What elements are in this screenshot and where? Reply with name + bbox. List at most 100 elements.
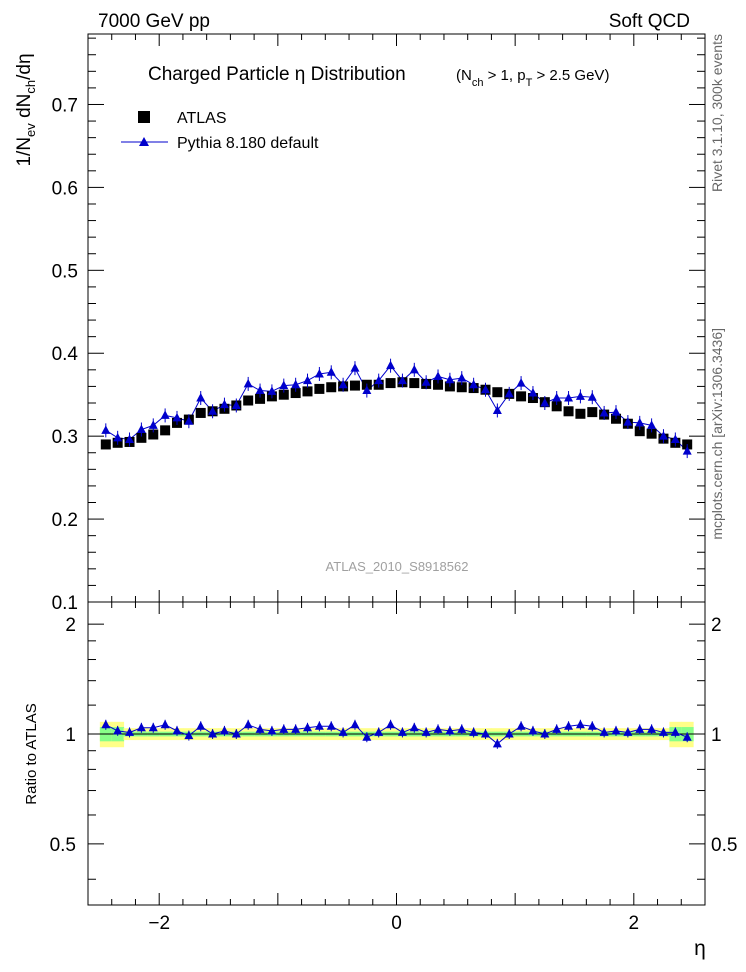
pythia-point bbox=[540, 397, 550, 407]
pythia-point bbox=[291, 379, 301, 389]
legend-pythia-label: Pythia 8.180 default bbox=[177, 135, 319, 152]
pythia-point bbox=[504, 388, 514, 398]
atlas-point bbox=[575, 408, 586, 419]
y-tick-label: 0.2 bbox=[52, 510, 78, 531]
ratio-point bbox=[374, 727, 384, 736]
ratio-y-axis-label: Ratio to ATLAS bbox=[23, 703, 40, 804]
pythia-point bbox=[243, 378, 253, 388]
atlas-point bbox=[160, 425, 171, 436]
pythia-point bbox=[421, 377, 431, 386]
pythia-point bbox=[409, 364, 419, 374]
ratio-point bbox=[457, 724, 467, 733]
pythia-point bbox=[599, 407, 609, 417]
atlas-point bbox=[195, 407, 206, 418]
pythia-point bbox=[231, 400, 241, 409]
pythia-point bbox=[314, 368, 324, 378]
pythia-point bbox=[564, 393, 574, 402]
atlas-point bbox=[314, 383, 325, 394]
y-tick-label: 0.1 bbox=[52, 593, 78, 614]
pythia-point bbox=[611, 407, 621, 416]
atlas-point bbox=[587, 407, 598, 418]
atlas-point bbox=[243, 395, 254, 406]
ratio-point bbox=[682, 732, 692, 741]
pythia-point bbox=[113, 432, 123, 442]
ratio-point bbox=[397, 727, 407, 736]
ratio-tick-label-right: 1 bbox=[711, 725, 722, 746]
ratio-point bbox=[267, 725, 277, 735]
pythia-point bbox=[433, 371, 443, 380]
ratio-point bbox=[528, 725, 538, 735]
ratio-point bbox=[647, 724, 657, 733]
ratio-point bbox=[279, 724, 289, 733]
ratio-point bbox=[658, 727, 668, 736]
atlas-point bbox=[551, 401, 562, 412]
pythia-point bbox=[587, 392, 597, 401]
ratio-point bbox=[172, 725, 182, 735]
atlas-point bbox=[349, 380, 360, 391]
header-left: 7000 GeV pp bbox=[98, 11, 210, 32]
ratio-point bbox=[635, 724, 645, 733]
ratio-point bbox=[208, 729, 218, 738]
ratio-point bbox=[231, 729, 241, 738]
legend-atlas-label: ATLAS bbox=[177, 110, 227, 127]
x-tick-label: 2 bbox=[629, 913, 640, 934]
atlas-point bbox=[385, 378, 396, 389]
x-tick-label: −2 bbox=[148, 913, 170, 934]
atlas-point bbox=[646, 428, 657, 439]
x-axis-label: η bbox=[694, 937, 706, 960]
ratio-point bbox=[492, 738, 502, 748]
atlas-point bbox=[326, 382, 337, 393]
atlas-point bbox=[290, 388, 301, 399]
ratio-point bbox=[433, 724, 443, 733]
x-tick-label: 0 bbox=[391, 913, 402, 934]
pythia-point bbox=[350, 363, 360, 372]
atlas-point bbox=[100, 439, 111, 450]
plot-elements: −2 0 20.10.20.30.40.50.60.70.5 0.51 12 2 bbox=[50, 33, 737, 934]
atlas-point bbox=[456, 382, 467, 393]
ratio-point bbox=[125, 727, 135, 736]
ratio-point bbox=[314, 721, 324, 730]
atlas-point bbox=[433, 379, 444, 390]
pythia-point bbox=[148, 420, 158, 429]
ratio-point bbox=[623, 727, 633, 736]
ratio-point bbox=[196, 721, 206, 730]
ratio-point bbox=[516, 721, 526, 730]
ratio-plot-frame bbox=[87, 601, 706, 906]
atlas-point bbox=[148, 429, 159, 440]
pythia-point bbox=[255, 385, 265, 395]
atlas-point bbox=[302, 386, 313, 397]
rivet-label: Rivet 3.1.10, 300k events bbox=[709, 34, 725, 192]
ratio-point bbox=[564, 721, 574, 730]
pythia-point bbox=[469, 379, 479, 389]
ratio-point bbox=[184, 730, 194, 740]
ratio-point bbox=[480, 729, 490, 738]
pythia-point bbox=[326, 367, 336, 376]
ratio-tick-label: 0.5 bbox=[50, 835, 76, 856]
ratio-point bbox=[421, 727, 431, 736]
ratio-point bbox=[386, 719, 396, 729]
atlas-point bbox=[278, 389, 289, 400]
ratio-point bbox=[291, 724, 301, 733]
atlas-point bbox=[516, 391, 527, 402]
y-tick-label: 0.5 bbox=[52, 261, 78, 282]
pythia-point bbox=[552, 393, 562, 402]
chart-cuts: (Nch > 1, pT > 2.5 GeV) bbox=[456, 67, 609, 89]
ratio-point bbox=[219, 725, 229, 735]
ratio-tick-label: 2 bbox=[65, 615, 76, 636]
pythia-point bbox=[658, 431, 668, 440]
ratio-point bbox=[504, 729, 514, 738]
atlas-point bbox=[409, 378, 420, 389]
pythia-point bbox=[575, 391, 585, 400]
ratio-point bbox=[101, 719, 111, 729]
pythia-point bbox=[362, 385, 372, 395]
y-tick-label: 0.4 bbox=[52, 344, 79, 365]
ratio-point bbox=[243, 719, 253, 729]
legend-atlas-marker bbox=[138, 111, 150, 123]
pythia-point bbox=[635, 417, 645, 427]
pythia-point bbox=[196, 393, 206, 402]
pythia-line bbox=[105, 364, 688, 452]
ratio-point bbox=[575, 719, 585, 729]
pythia-point bbox=[160, 410, 170, 419]
ratio-point bbox=[362, 732, 372, 741]
